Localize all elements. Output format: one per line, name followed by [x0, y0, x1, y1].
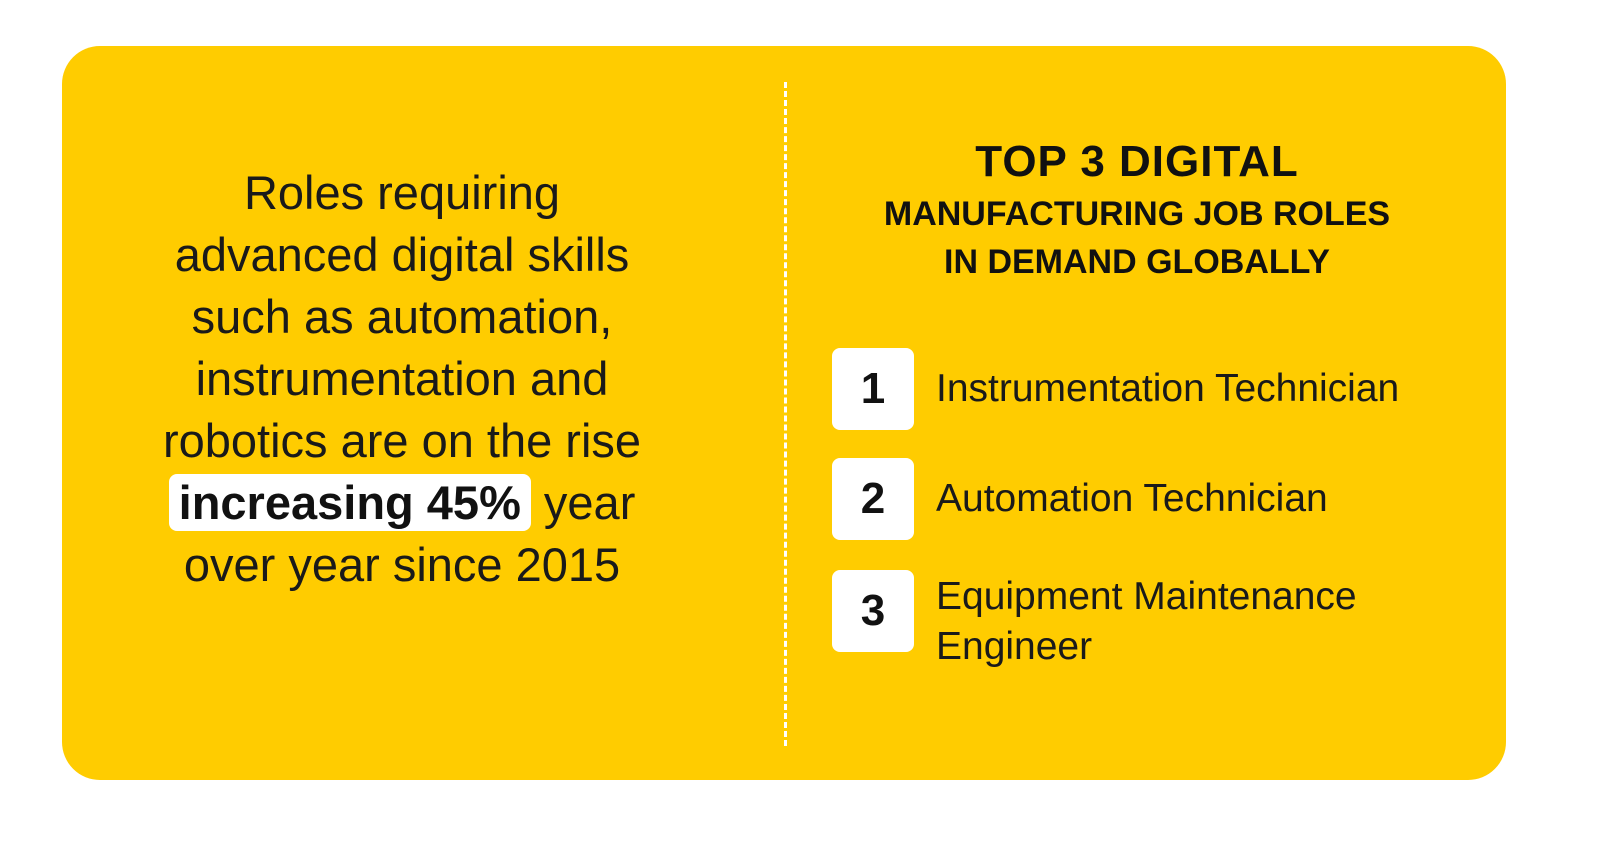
- role-item-3: 3 Equipment Maintenance Engineer: [832, 570, 1426, 672]
- statement-line-4: instrumentation and: [195, 352, 609, 405]
- skills-statement: Roles requiring advanced digital skills …: [122, 162, 682, 596]
- statement-line-2: advanced digital skills: [174, 228, 630, 281]
- infographic-card: Roles requiring advanced digital skills …: [62, 46, 1506, 780]
- statement-line-3: such as automation,: [191, 290, 613, 343]
- heading-line-2: MANUFACTURING JOB ROLES: [883, 195, 1391, 233]
- heading-line-1: TOP 3 DIGITAL: [975, 137, 1299, 186]
- statement-line-1: Roles requiring: [243, 166, 561, 219]
- statement-line-6: increasing 45% year: [122, 472, 682, 534]
- role-label-3: Equipment Maintenance Engineer: [936, 575, 1357, 668]
- statement-line-5: robotics are on the rise: [162, 414, 642, 467]
- roles-heading: TOP 3 DIGITAL MANUFACTURING JOB ROLES IN…: [802, 134, 1472, 286]
- role-number-badge-2: 2: [832, 458, 914, 540]
- dashed-divider: [784, 82, 787, 746]
- growth-highlight: increasing 45%: [168, 474, 531, 531]
- role-item-1: 1 Instrumentation Technician: [832, 348, 1476, 430]
- heading-line-3: IN DEMAND GLOBALLY: [944, 243, 1330, 281]
- statement-line-6-rest: year: [530, 476, 636, 529]
- role-number-badge-3: 3: [832, 570, 914, 652]
- role-number-badge-1: 1: [832, 348, 914, 430]
- role-item-2: 2 Automation Technician: [832, 458, 1476, 540]
- role-label-1: Instrumentation Technician: [936, 367, 1400, 410]
- statement-line-7: over year since 2015: [183, 538, 621, 591]
- role-label-2: Automation Technician: [936, 477, 1328, 520]
